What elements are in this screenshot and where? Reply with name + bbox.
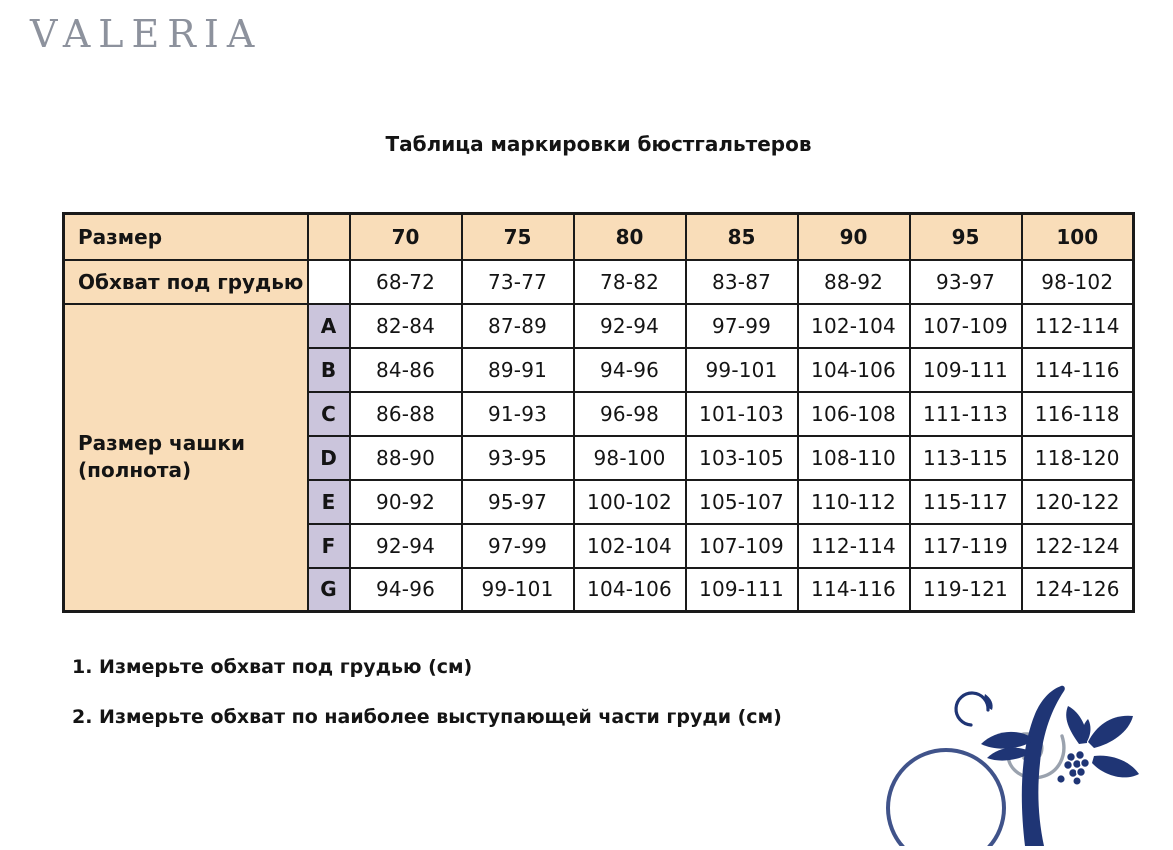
cup-row-G: G 94-96 99-101 104-106 109-111 114-116 119-121… [64,566,1135,613]
cup-value: 101-103 [684,390,799,437]
underbust-value: 98-102 [1020,258,1135,305]
cup-letter: E [306,478,351,525]
cup-letter: F [306,522,351,569]
floral-ornament-icon [875,676,1173,850]
underbust-value: 78-82 [572,258,687,305]
cup-letter: D [306,434,351,481]
cup-row-B: B 84-86 89-91 94-96 99-101 104-106 109-111 114-… [64,346,1135,393]
underbust-row: Обхват под грудью 68-72 73-77 78-82 83-87 88… [62,258,1135,305]
cup-value: 82-84 [348,302,463,349]
cup-value: 122-124 [1020,522,1135,569]
cup-row-F: F 92-94 97-99 102-104 107-109 112-114 117-119 1… [64,522,1135,569]
size-col-header: 95 [908,212,1023,261]
cup-value: 97-99 [684,302,799,349]
underbust-value: 93-97 [908,258,1023,305]
cup-value: 114-116 [796,566,911,613]
cup-value: 109-111 [684,566,799,613]
cup-letter: B [306,346,351,393]
cup-value: 113-115 [908,434,1023,481]
cup-value: 98-100 [572,434,687,481]
underbust-value: 83-87 [684,258,799,305]
cup-value: 92-94 [348,522,463,569]
size-col-header: 100 [1020,212,1135,261]
spacer-cell-size-row [306,212,351,261]
cup-value: 103-105 [684,434,799,481]
measurement-instructions: 1. Измерьте обхват под грудью (см) 2. Из… [72,656,782,756]
underbust-value: 73-77 [460,258,575,305]
cup-value: 110-112 [796,478,911,525]
cup-value: 108-110 [796,434,911,481]
cup-letter: C [306,390,351,437]
cup-value: 91-93 [460,390,575,437]
cup-value: 107-109 [908,302,1023,349]
underbust-row-label: Обхват под грудью [62,258,309,305]
cup-value: 106-108 [796,390,911,437]
cup-value: 114-116 [1020,346,1135,393]
cup-value: 95-97 [460,478,575,525]
cup-letter: G [306,566,351,613]
cup-value: 119-121 [908,566,1023,613]
size-header-row: Размер 70 75 80 85 90 95 100 [62,212,1135,261]
cup-value: 94-96 [348,566,463,613]
cup-value: 100-102 [572,478,687,525]
cup-value: 94-96 [572,346,687,393]
cup-value: 117-119 [908,522,1023,569]
cup-value: 86-88 [348,390,463,437]
size-col-header: 70 [348,212,463,261]
cup-value: 97-99 [460,522,575,569]
cup-value: 112-114 [1020,302,1135,349]
cup-value: 112-114 [796,522,911,569]
cup-value: 118-120 [1020,434,1135,481]
spacer-cell-underbust-row [306,258,351,305]
cup-value: 99-101 [684,346,799,393]
instruction-1: 1. Измерьте обхват под грудью (см) [72,656,473,678]
cup-value: 87-89 [460,302,575,349]
cup-value: 104-106 [796,346,911,393]
cup-value: 111-113 [908,390,1023,437]
size-row-label: Размер [62,212,309,261]
cup-value: 102-104 [796,302,911,349]
cup-value: 107-109 [684,522,799,569]
bra-size-table: Размер 70 75 80 85 90 95 100 Обхват под грудью… [62,212,1135,613]
cup-letter: A [306,302,351,349]
size-col-header: 90 [796,212,911,261]
page-root: { "brand": "VALERIA", "title": "Таблица … [30,12,1139,850]
cup-value: 92-94 [572,302,687,349]
cup-value: 115-117 [908,478,1023,525]
cup-row-A: Размер чашки (полнота) A 82-84 87-89 92-94 97… [62,302,1135,613]
cup-row-D: D 88-90 93-95 98-100 103-105 108-110 113-115 11… [64,434,1135,481]
cup-value: 102-104 [572,522,687,569]
cup-value: 90-92 [348,478,463,525]
size-col-header: 85 [684,212,799,261]
cup-value: 104-106 [572,566,687,613]
cup-size-label: Размер чашки (полнота) [62,302,309,613]
cup-value: 116-118 [1020,390,1135,437]
page-title: Таблица маркировки бюстгальтеров [385,132,812,156]
cup-rows: Размер чашки (полнота) A 82-84 87-89 92-94 97… [62,302,1135,613]
cup-value: 84-86 [348,346,463,393]
size-col-header: 75 [460,212,575,261]
instruction-2: 2. Измерьте обхват по наиболее выступающ… [72,706,782,728]
cup-value: 105-107 [684,478,799,525]
cup-value: 88-90 [348,434,463,481]
cup-row-C: C 86-88 91-93 96-98 101-103 106-108 111-113 116… [64,390,1135,437]
cup-value: 124-126 [1020,566,1135,613]
cup-value: 96-98 [572,390,687,437]
cup-row-E: E 90-92 95-97 100-102 105-107 110-112 115-117 1… [64,478,1135,525]
size-col-header: 80 [572,212,687,261]
cup-value: 109-111 [908,346,1023,393]
cup-value: 89-91 [460,346,575,393]
brand-logo: VALERIA [30,12,263,56]
cup-value: 99-101 [460,566,575,613]
cup-value: 93-95 [460,434,575,481]
underbust-value: 68-72 [348,258,463,305]
underbust-value: 88-92 [796,258,911,305]
cup-value: 120-122 [1020,478,1135,525]
